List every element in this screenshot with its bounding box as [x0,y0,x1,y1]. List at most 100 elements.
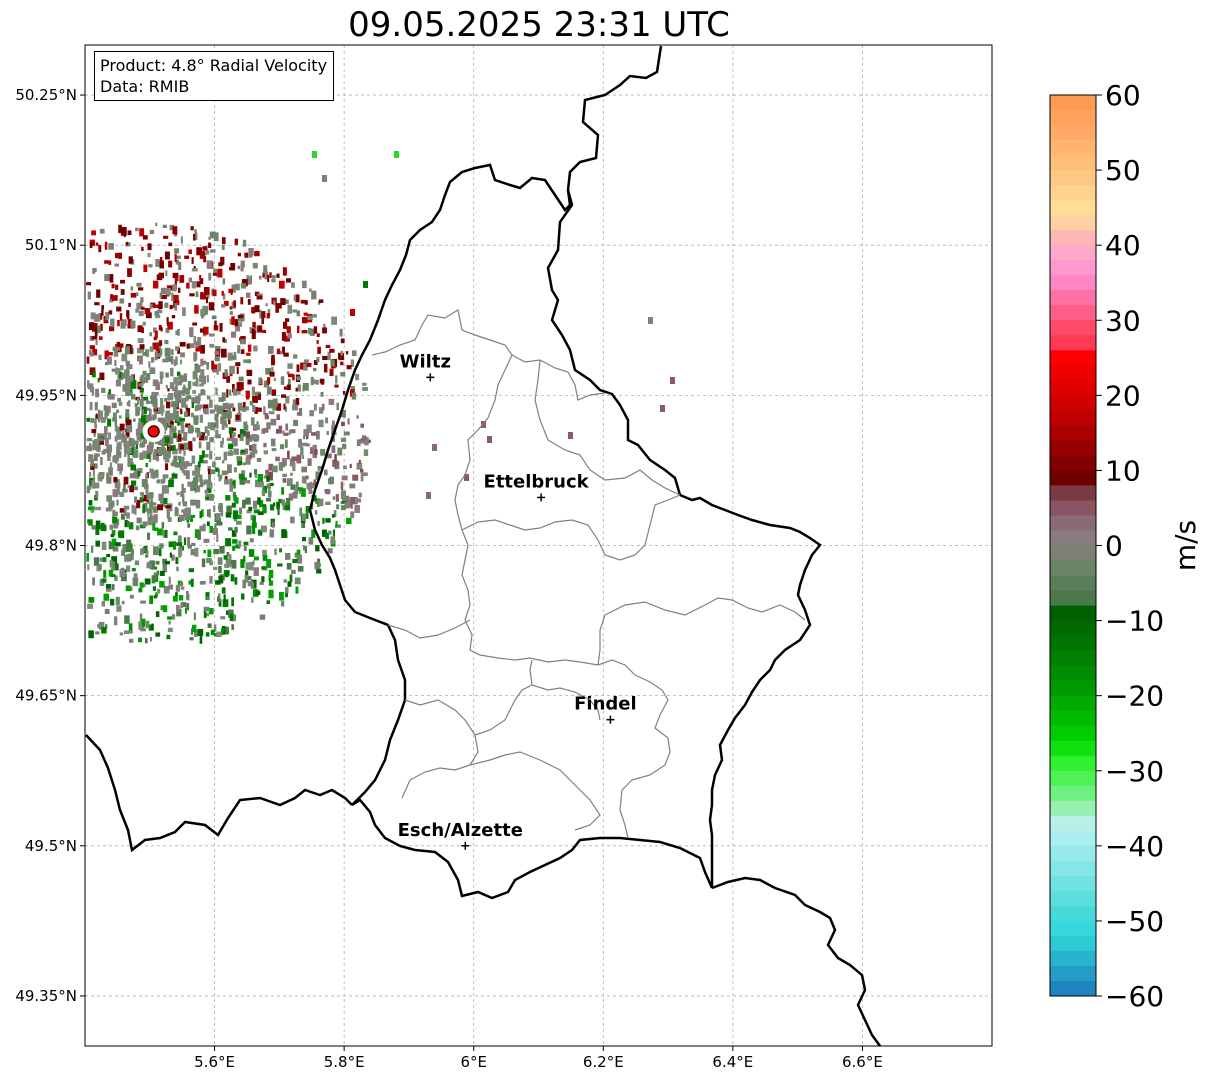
echo-pixel [245,570,249,578]
lon-tick-label: 5.8°E [324,1053,365,1071]
echo-pixel [261,311,266,319]
echo-pixel [212,289,217,297]
echo-pixel [247,344,252,352]
map-gridlines [85,45,992,1046]
echo-pixel [110,534,115,538]
echo-pixel [166,507,170,514]
echo-pixel [340,361,344,366]
echo-pixel [197,461,201,468]
echo-pixel [206,297,209,304]
echo-pixel [240,297,244,305]
echo-pixel [187,523,191,528]
echo-pixel [307,458,312,466]
echo-pixel [185,507,191,516]
echo-pixel [185,387,190,395]
echo-pixel [129,552,134,561]
echo-pixel [147,243,152,251]
echo-pixel [312,453,317,459]
echo-pixel [95,529,100,536]
echo-pixel [162,558,167,565]
echo-pixel [201,509,204,517]
colorbar-tick-label: 60 [1105,79,1141,112]
echo-pixel [221,290,224,296]
echo-pixel [279,592,284,601]
city-label: Esch/Alzette [398,820,523,841]
echo-pixel [207,471,212,481]
echo-pixel [158,324,162,331]
echo-pixel [177,381,182,386]
echo-pixel [286,384,291,391]
border-west-south [546,45,822,888]
echo-pixel [180,424,185,434]
echo-pixel [203,408,209,415]
echo-pixel [161,411,164,416]
echo-pixel [347,418,350,425]
echo-pixel [225,558,231,567]
echo-pixel [292,399,297,406]
colorbar-band [1050,275,1096,291]
echo-pixel [139,613,143,621]
echo-pixel [249,275,252,284]
echo-pixel [254,406,258,414]
echo-pixel [165,384,168,389]
echo-pixel [127,520,130,528]
echo-pixel [319,378,325,384]
echo-pixel [179,418,186,422]
echo-pixel [110,318,115,328]
echo-pixel [243,359,249,363]
echo-pixel [220,509,224,517]
echo-pixel [290,516,295,524]
echo-pixel [191,397,197,404]
echo-pixel [149,595,153,605]
echo-pixel [340,350,344,356]
echo-pixel [282,478,287,483]
echo-pixel [229,485,233,492]
echo-pixel [100,416,106,423]
echo-pixel [155,384,161,390]
echo-pixel [162,358,168,363]
echo-pixel [195,232,198,240]
echo-pixel [246,369,253,376]
echo-pixel [320,448,326,456]
echo-pixel [200,435,205,440]
echo-pixel [191,257,194,264]
echo-pixel [119,298,125,304]
lat-tick-label: 49.65°N [15,687,77,705]
echo-pixel [227,352,233,361]
echo-pixel [285,423,289,431]
echo-pixel [171,387,178,392]
echo-pixel [303,429,309,437]
echo-pixel [340,338,345,344]
echo-pixel [217,268,223,278]
echo-pixel [107,418,112,427]
echo-pixel [280,601,285,607]
echo-pixel [281,463,286,468]
echo-pixel [263,380,268,388]
echo-pixel [182,487,186,493]
echo-pixel [145,620,150,629]
echo-pixel [136,517,142,524]
echo-pixel [262,506,267,514]
colorbar-band [1050,740,1096,757]
echo-pixel [115,542,121,547]
echo-pixel [255,590,261,596]
echo-pixel [155,342,161,352]
echo-pixel [217,405,223,415]
echo-pixel [93,438,100,447]
echo-pixel [175,346,179,351]
echo-pixel [245,497,251,505]
echo-pixel [168,541,174,548]
echo-pixel [303,435,306,440]
echo-pixel [103,405,107,411]
echo-pixel [315,471,321,480]
echo-pixel [250,582,255,588]
echo-pixel [232,545,236,551]
echo-pixel [312,151,317,158]
border-luxembourg-west [308,163,572,806]
echo-pixel [318,407,324,414]
echo-pixel [240,260,245,268]
echo-pixel [203,293,210,299]
echo-pixel [266,422,271,430]
echo-pixel [118,530,125,539]
